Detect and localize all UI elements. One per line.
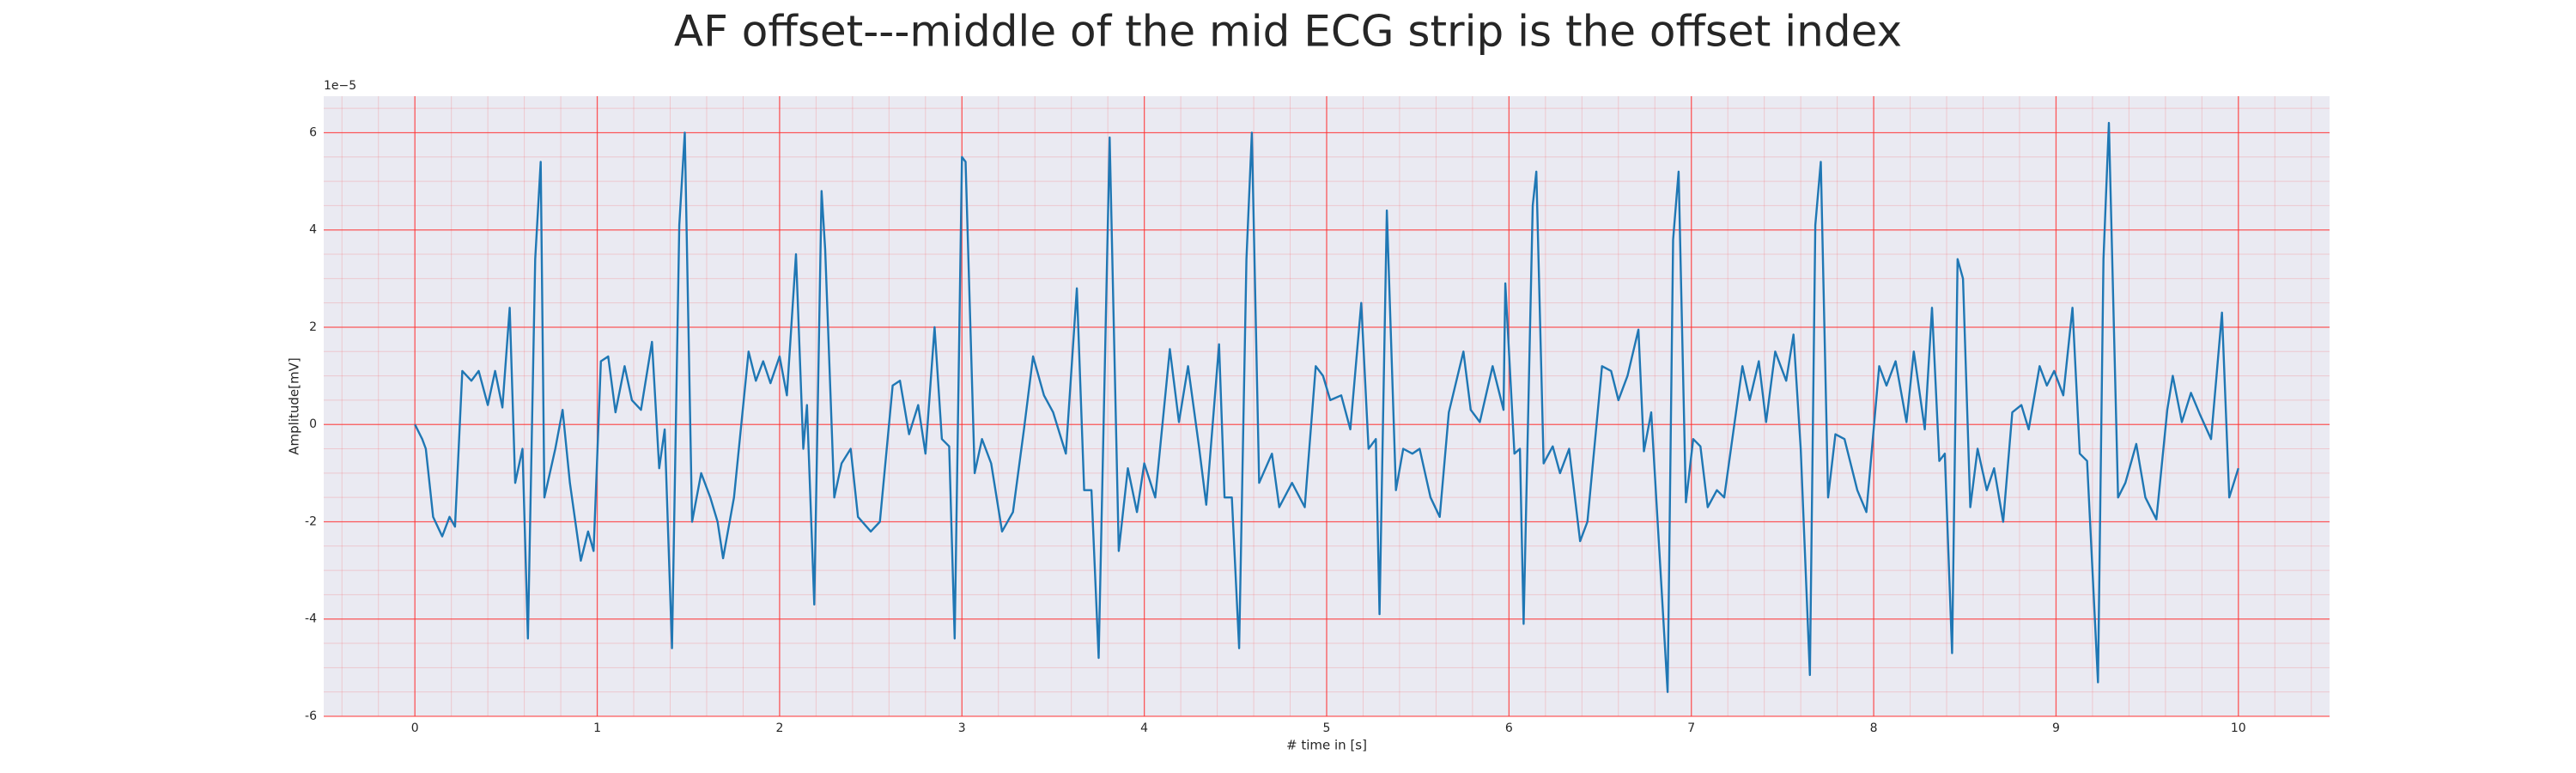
x-tick-label: 3 (958, 721, 966, 735)
x-tick-label: 9 (2052, 721, 2060, 735)
y-tick-label: 6 (309, 125, 317, 139)
y-tick-label: 4 (309, 223, 317, 237)
y-axis-label: Amplitude[mV] (287, 357, 302, 454)
y-tick-label: -2 (305, 514, 317, 528)
ecg-line (414, 121, 2239, 693)
x-tick-label: 6 (1505, 721, 1513, 735)
x-tick-label: 2 (775, 721, 783, 735)
x-tick-label: 4 (1140, 721, 1148, 735)
y-tick-label: -4 (305, 612, 317, 626)
x-tick-label: 0 (411, 721, 419, 735)
x-tick-label: 1 (593, 721, 601, 735)
y-tick-label: 0 (309, 417, 317, 431)
chart-title: AF offset---middle of the mid ECG strip … (674, 7, 1902, 57)
x-tick-label: 10 (2231, 721, 2246, 735)
x-axis-label: # time in [s] (1286, 738, 1367, 753)
y-tick-label: 2 (309, 320, 317, 334)
y-offset-label: 1e−5 (324, 79, 356, 93)
y-tick-label: -6 (305, 709, 317, 723)
x-tick-label: 8 (1870, 721, 1878, 735)
x-tick-label: 7 (1687, 721, 1695, 735)
x-tick-label: 5 (1323, 721, 1331, 735)
